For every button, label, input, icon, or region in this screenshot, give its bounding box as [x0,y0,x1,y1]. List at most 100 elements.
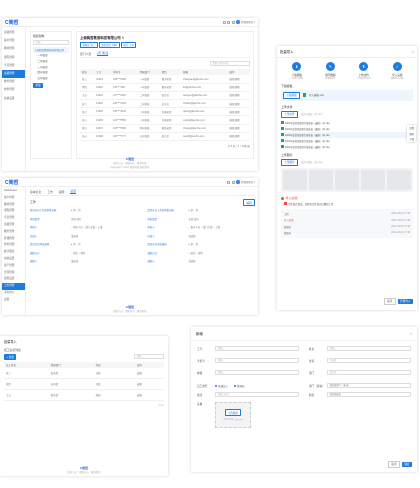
sidebar-item[interactable]: 日志管理 [2,283,25,290]
row-actions[interactable]: 编辑 删除 [227,99,250,109]
user-name[interactable]: 超级管理员 ▾ [241,181,255,184]
upload-file-button[interactable]: 上传文件 [281,110,298,118]
sidebar-item[interactable]: 客户管理 [4,39,15,43]
row-actions[interactable]: 编辑 删除 [227,75,250,84]
bell-icon[interactable] [231,180,235,184]
sidebar-item[interactable]: 资产管理 [4,263,15,267]
start-import-button[interactable]: 开始导入 [397,298,413,305]
field-input[interactable]: 请输入 [215,370,299,375]
type-option-admin[interactable]: 管理员 [234,384,245,388]
file-menu-item[interactable]: 删除 [409,133,414,136]
sidebar-item[interactable]: 班级管理 [2,69,25,79]
file-menu-item[interactable]: 下载 [409,138,414,141]
setting-value[interactable]: 请选择 [188,260,196,264]
list-search-input[interactable]: 请输入 [134,354,164,360]
tab-3[interactable]: 设置 [70,189,77,194]
file-item[interactable]: 2021年度优化班新生报名表（最终）(2).xlsx [281,126,413,132]
file-item[interactable]: 2021年度优化班新生报名表（最终）(3).xlsx [281,131,413,138]
photo-upload-button[interactable]: 上传图片 [224,409,242,417]
file-name[interactable]: 2021年度优化班新生报名表（最终）(2).xlsx [285,128,330,131]
sidebar-item[interactable]: 课程管理 [4,209,15,213]
table-cell[interactable]: 张三 [80,75,95,84]
table-cell[interactable]: 赵六 [80,99,95,109]
member-search-input[interactable]: 请输入搜索内容 [210,61,250,67]
close-icon[interactable]: × [409,331,412,336]
note-input[interactable]: 请输入备注 [215,392,299,397]
sidebar-item[interactable]: 设置 [4,297,10,301]
tree-node[interactable]: 上海简哲教育科技有限公司 [33,47,69,53]
tab-members[interactable]: 部门人员 [80,51,92,56]
file-item[interactable]: 2021年度优化班新生报名表（最终）(4).xlsx [281,138,413,144]
field-input[interactable]: 请输入 [215,358,299,363]
setting-value[interactable]: ○ 短信 ○ 邮件 [71,251,86,255]
search-icon[interactable] [222,20,226,24]
avatar[interactable] [236,20,240,24]
role-select[interactable]: 请选择职位 [327,392,411,397]
tree-node[interactable]: · 二年级部 [36,59,48,63]
tree-node[interactable]: · 五年级部 [36,76,48,80]
file-name[interactable]: 2021年度优化班新生报名表（最终）(1).xlsx [285,122,330,125]
table-cell[interactable]: 吴十 [80,132,95,141]
setting-value[interactable]: 全部 部分 [71,217,82,221]
image-thumb[interactable] [308,170,334,191]
sidebar-item[interactable]: 教师管理 [4,47,15,51]
row-action[interactable]: 编辑 [135,367,164,379]
image-thumb[interactable] [334,170,360,191]
image-thumb[interactable] [386,170,412,191]
cancel-button[interactable]: 取消 [383,297,396,305]
tab-duties[interactable]: 部门职责 [97,51,109,57]
tree-node[interactable]: · 一年级部 [36,54,48,58]
setting-value[interactable]: ○ 短信 ○ 邮件 [188,251,203,255]
tab-1[interactable]: 工作 [47,189,53,194]
footer-links[interactable]: 联系方式 · 帮助中心 · 服务条款 [113,310,147,313]
sidebar-item[interactable]: 教师管理 [4,202,15,206]
photo-upload-area[interactable]: 上传图片 支持扩展名: .jpg .png [215,402,251,428]
table-cell[interactable]: 周九 [80,124,95,133]
download-template-button[interactable]: 下载模板 [283,91,300,99]
setting-value[interactable]: 请选择 [188,234,196,238]
cancel-button[interactable]: 取消 [388,460,400,468]
field-input[interactable]: 请输入 [327,346,411,351]
sidebar-item[interactable]: 课程管理 [4,55,15,59]
tree-node[interactable]: · 四年级部 [36,71,48,75]
sidebar-item[interactable]: 统计报表 [4,250,15,254]
help-icon[interactable] [231,20,235,24]
file-item[interactable]: 2021年度优化班新生报名表（最终）(5).xlsx [281,144,413,150]
file-name[interactable]: 2021年度优化班新生报名表（最终）(3).xlsx [285,134,330,137]
file-name[interactable]: 2021年度优化班新生报名表（最终）(4).xlsx [285,140,330,143]
upload-image-button[interactable]: 上传图片 [281,158,298,167]
sidebar-item[interactable]: 客户管理 [4,195,15,199]
tab-2[interactable]: 权限 [58,189,65,194]
sidebar-item[interactable]: 教务管理 [4,80,15,84]
setting-value[interactable]: ○ 指定人员 ○ 部门主管 ○ 上级 [188,226,221,230]
sidebar-item[interactable]: 班级管理 [4,222,15,226]
pagination[interactable]: 共 8 条 < 1 > 10条/页 [227,144,250,148]
sidebar-item[interactable]: 系统设置 [4,96,15,100]
sidebar-item[interactable]: 合同管理 [4,270,15,274]
tree-add-button[interactable]: 新建 [33,82,44,89]
sidebar-item[interactable]: 学员管理 [4,63,15,67]
field-input[interactable]: 请输入 [215,346,299,351]
row-actions[interactable]: 编辑 删除 [227,124,250,133]
setting-value[interactable]: ● 是 ○ 否 [188,209,199,213]
bell-icon[interactable] [227,20,231,24]
table-cell[interactable]: 孙八 [80,115,95,125]
sidebar-item[interactable]: 权限设置 [4,277,15,281]
dept-select[interactable]: 请选择部门（多选） [327,383,411,388]
add-button[interactable]: + 新建 [4,354,17,360]
table-cell[interactable]: 李四 [80,83,95,92]
template-file-name[interactable]: 导入模板.xlsx [308,94,324,98]
row-actions[interactable]: 编辑 删除 [227,91,250,101]
setting-value[interactable]: ○ 指定人员 ○ 部门主管 ○ 上级 [71,226,103,230]
confirm-button[interactable]: 确定 [401,461,412,468]
field-input[interactable]: 请选择 [327,358,411,363]
sidebar-item[interactable]: 班级管理 [4,31,15,34]
setting-value[interactable]: 请选择 [71,234,79,238]
row-actions[interactable]: 编辑 删除 [227,115,250,125]
file-menu-item[interactable]: 查看 [409,128,414,131]
tree-search-input[interactable]: 请输入 [33,40,69,45]
setting-value[interactable]: ● 是 ○ 否 [71,243,81,247]
type-option-normal[interactable]: 普通员工 [215,384,228,388]
file-name[interactable]: 2021年度优化班新生报名表（最终）(5).xlsx [285,146,330,149]
user-name[interactable]: 超级管理员 ▾ [241,21,255,24]
